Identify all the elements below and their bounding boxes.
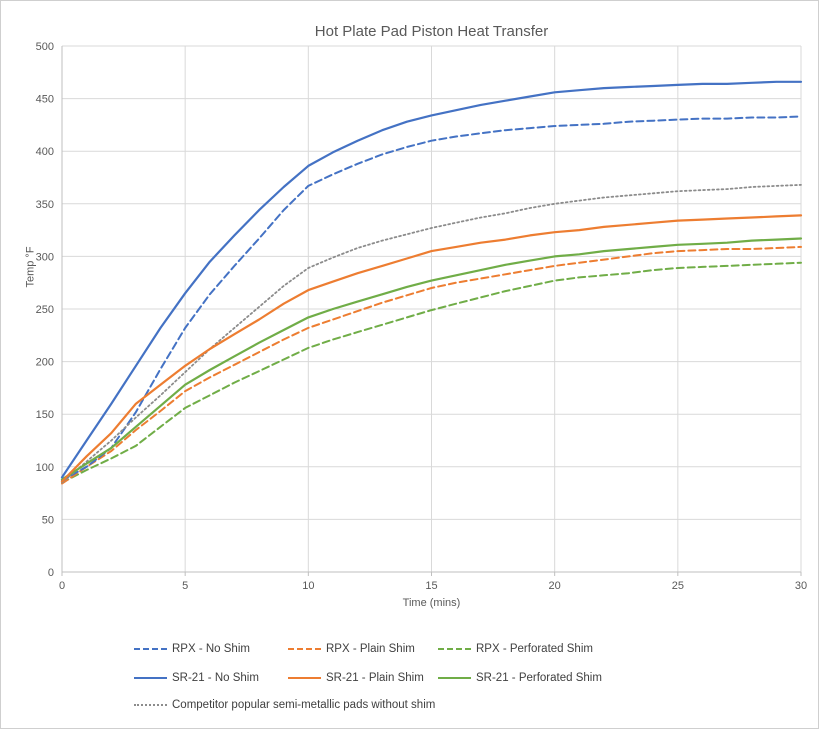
legend-label: SR-21 - Perforated Shim — [476, 672, 602, 684]
legend-label: SR-21 - Plain Shim — [326, 672, 424, 684]
chart-title: Hot Plate Pad Piston Heat Transfer — [314, 23, 549, 40]
y-axis-title: Temp °F — [24, 246, 37, 288]
y-tick-label: 400 — [36, 146, 54, 158]
x-tick-label: 0 — [59, 580, 65, 592]
series-line-sr21_plain_shim — [60, 214, 803, 483]
legend-item-rpx_no_shim: RPX - No Shim — [134, 642, 250, 656]
legend-label: SR-21 - No Shim — [172, 672, 259, 684]
x-tick-label: 20 — [549, 580, 561, 592]
x-tick-label: 30 — [795, 580, 807, 592]
y-tick-label: 450 — [36, 94, 54, 106]
legend-swatch-rpx_perforated_shim-icon — [438, 648, 471, 650]
x-axis-title: Time (mins) — [402, 597, 461, 609]
y-tick-label: 0 — [48, 567, 54, 579]
series-line-competitor — [61, 183, 802, 484]
plot-area: 0 50 100 150 200 250 300 350 400 450 500 0 5 10 15 20 25… — [36, 41, 807, 592]
legend-swatch-rpx_no_shim-icon — [134, 648, 167, 650]
legend-label: Competitor popular semi-metallic pads wi… — [172, 699, 436, 711]
legend-item-rpx_plain_shim: RPX - Plain Shim — [288, 642, 415, 656]
x-tick-label: 10 — [302, 580, 314, 592]
x-tick-label: 15 — [425, 580, 437, 592]
series-line-rpx_no_shim — [61, 115, 802, 482]
series-line-sr21_no_shim — [60, 80, 803, 479]
legend-swatch-competitor-icon — [134, 704, 167, 706]
legend-item-competitor: Competitor popular semi-metallic pads wi… — [134, 698, 435, 712]
series-line-rpx_perforated_shim — [61, 261, 802, 484]
y-tick-label: 50 — [42, 514, 54, 526]
x-tick-label: 25 — [672, 580, 684, 592]
series-line-rpx_plain_shim — [61, 245, 802, 485]
legend-label: RPX - No Shim — [172, 643, 250, 655]
legend-swatch-rpx_plain_shim-icon — [288, 648, 321, 650]
y-tick-label: 150 — [36, 409, 54, 421]
y-tick-label: 300 — [36, 251, 54, 263]
legend-swatch-sr21_plain_shim-icon — [288, 677, 321, 679]
y-tick-label: 100 — [36, 462, 54, 474]
y-tick-label: 200 — [36, 357, 54, 369]
y-tick-label: 250 — [36, 304, 54, 316]
legend-swatch-sr21_no_shim-icon — [134, 677, 167, 679]
legend-item-rpx_perforated_shim: RPX - Perforated Shim — [438, 642, 593, 656]
legend-swatch-sr21_perforated_shim-icon — [438, 677, 471, 679]
legend-label: RPX - Plain Shim — [326, 643, 415, 655]
x-tick-label: 5 — [182, 580, 188, 592]
legend-item-sr21_no_shim: SR-21 - No Shim — [134, 671, 259, 685]
y-tick-label: 500 — [36, 41, 54, 53]
series-line-sr21_perforated_shim — [60, 237, 803, 481]
legend-item-sr21_plain_shim: SR-21 - Plain Shim — [288, 671, 424, 685]
y-tick-label: 350 — [36, 199, 54, 211]
legend-item-sr21_perforated_shim: SR-21 - Perforated Shim — [438, 671, 602, 685]
legend-label: RPX - Perforated Shim — [476, 643, 593, 655]
